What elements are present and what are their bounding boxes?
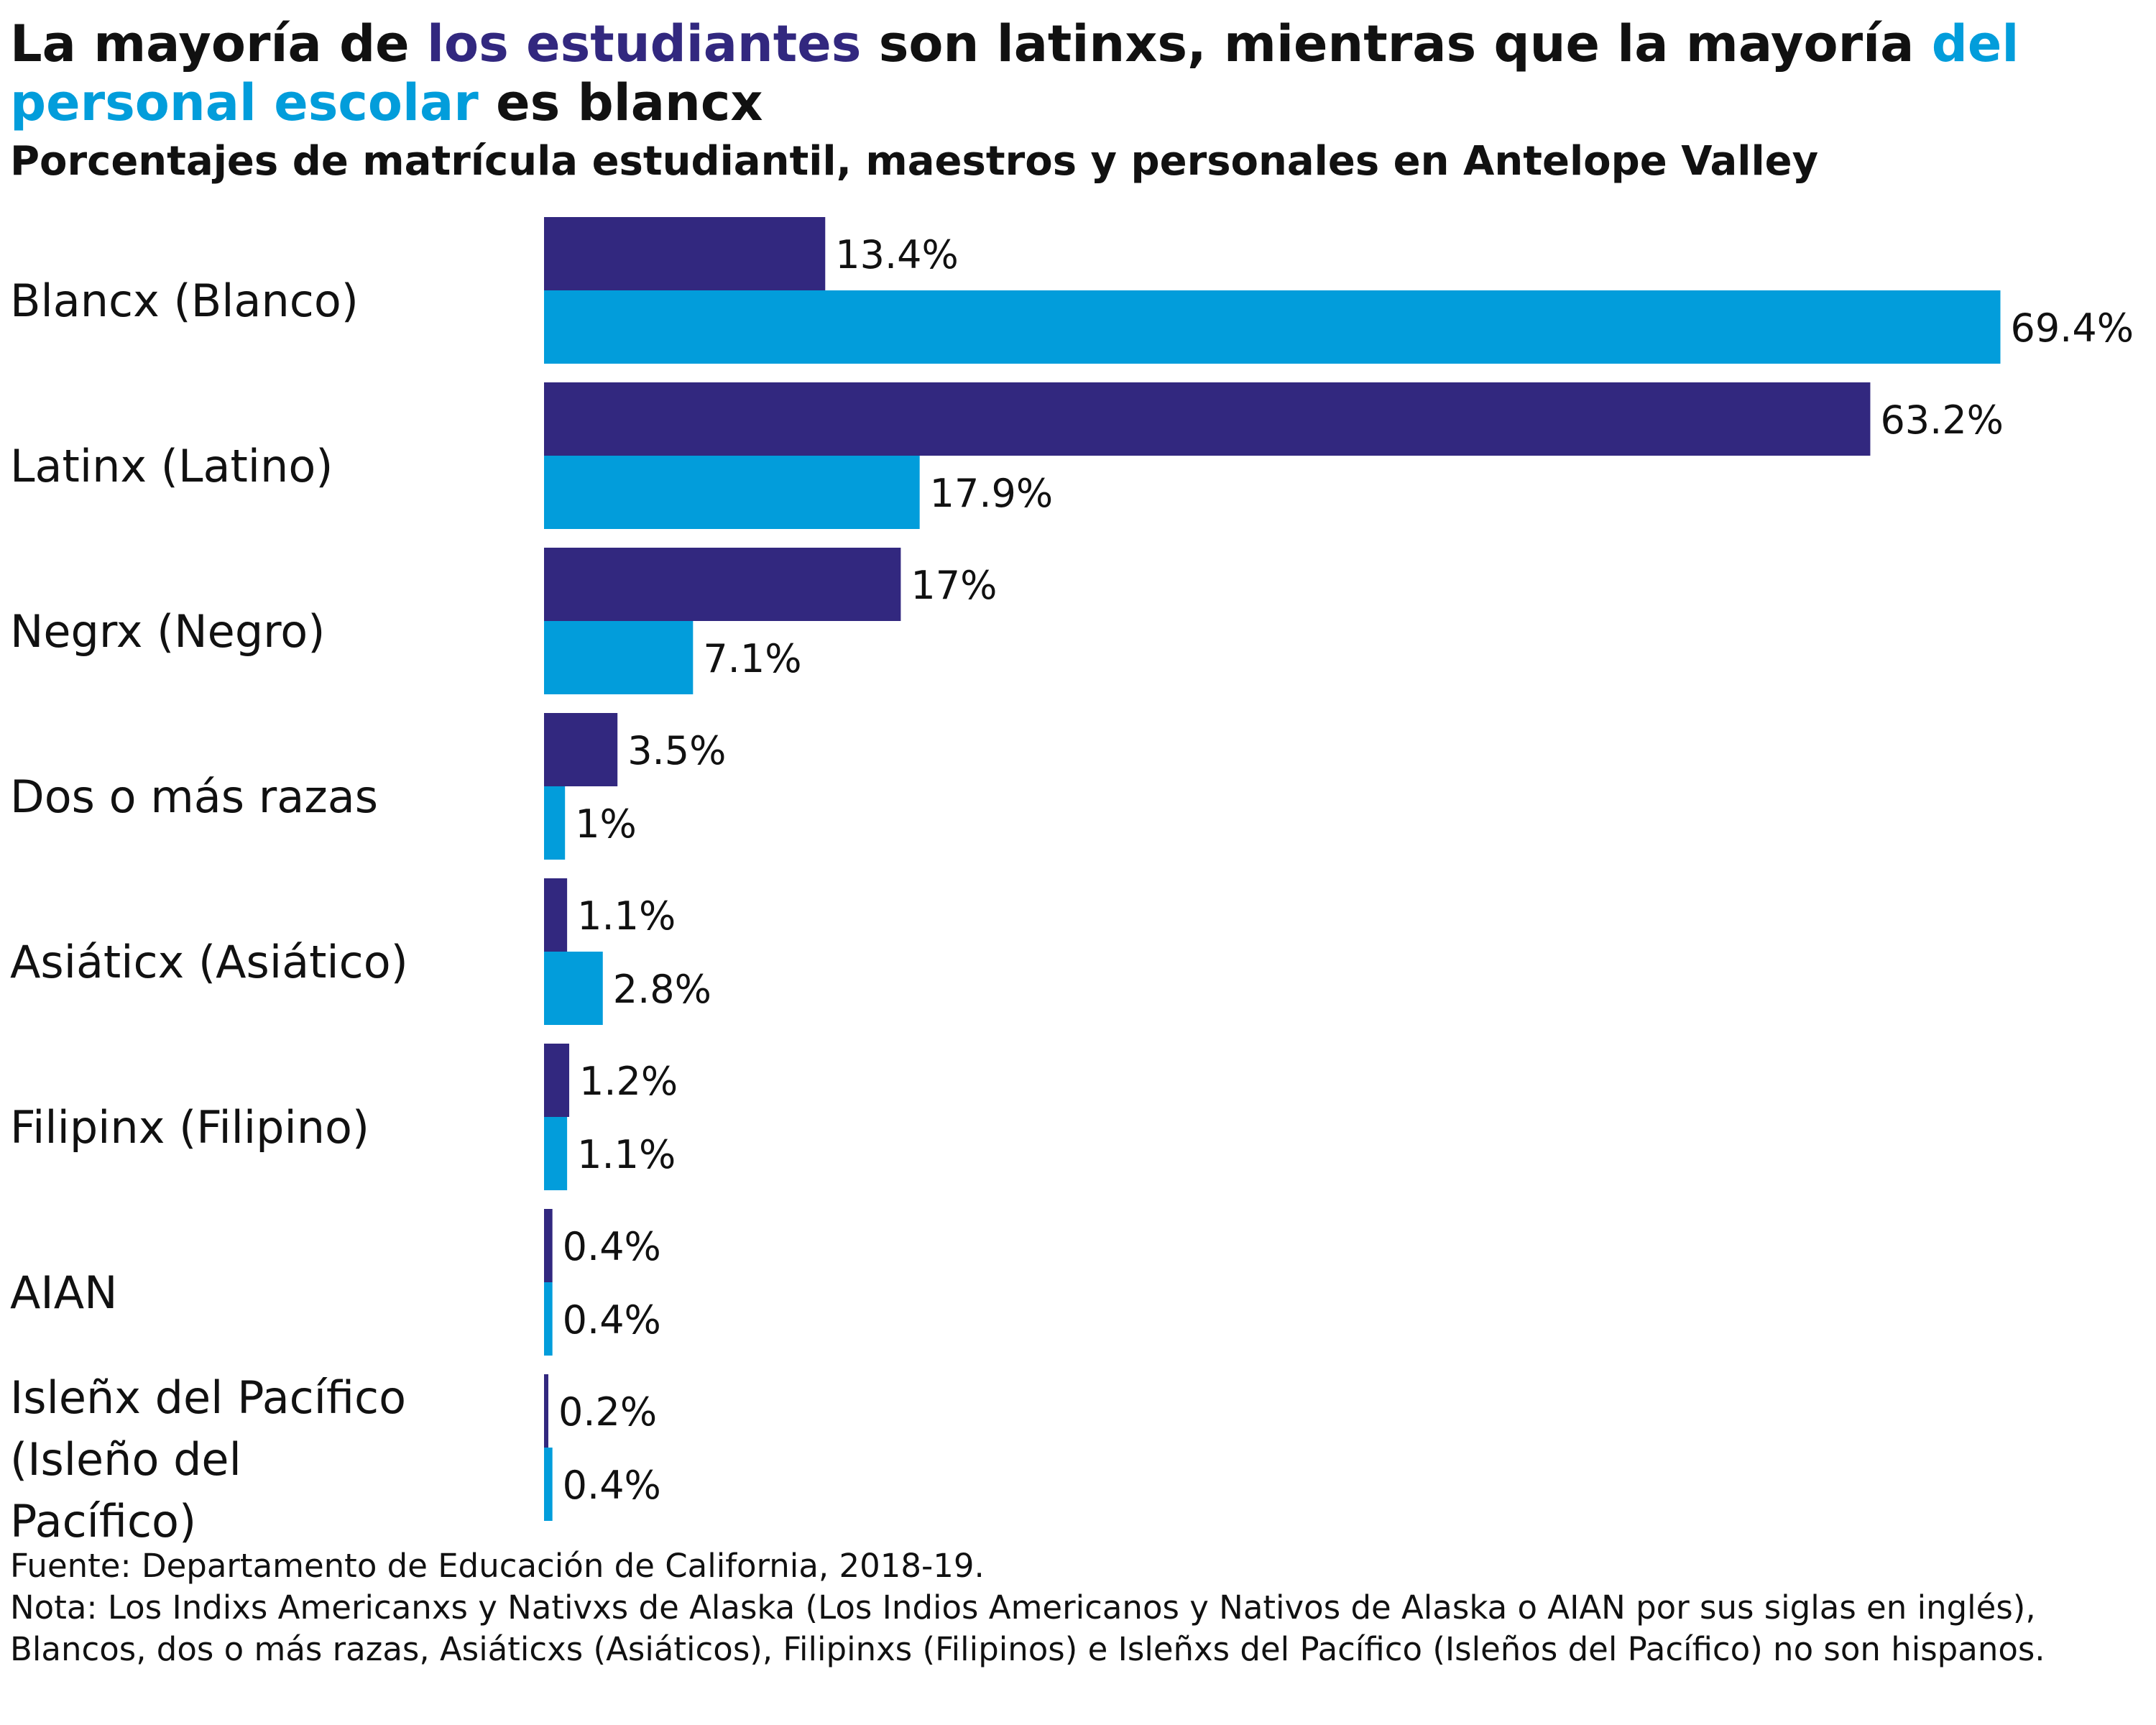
data-label-staff: 0.4% (563, 1297, 661, 1343)
category-label: Dos o más razas (10, 770, 378, 823)
data-label-students: 1.1% (577, 893, 676, 939)
bar-staff (544, 952, 603, 1025)
data-label-staff: 0.4% (563, 1463, 661, 1508)
bar-students (544, 1209, 553, 1282)
bar-staff (544, 456, 920, 529)
title-highlight-students: los estudiantes (427, 14, 862, 73)
source-note: Fuente: Departamento de Educación de Cal… (10, 1547, 985, 1585)
data-label-students: 13.4% (835, 232, 959, 277)
bar-students (544, 1044, 570, 1117)
bar-staff (544, 290, 2001, 364)
category-label: Negrx (Negro) (10, 605, 325, 658)
bar-students (544, 217, 826, 290)
bar-staff (544, 786, 566, 860)
bar-staff (544, 1117, 568, 1190)
data-label-students: 63.2% (1880, 397, 2004, 443)
bar-staff (544, 1282, 553, 1356)
bar-students (544, 1374, 548, 1448)
data-label-students: 3.5% (627, 728, 726, 773)
data-label-staff: 17.9% (930, 471, 1054, 516)
bar-students (544, 548, 901, 621)
explanatory-note: Nota: Los Indixs Americanxs y Nativxs de… (10, 1588, 2046, 1668)
bar-staff (544, 1448, 553, 1521)
bar-students (544, 713, 618, 786)
chart-subtitle: Porcentajes de matrícula estudiantil, ma… (10, 138, 1819, 185)
bar-students (544, 382, 1871, 456)
data-label-staff: 1.1% (577, 1132, 676, 1177)
category-label: (Isleño del (10, 1433, 241, 1486)
footnotes: Fuente: Departamento de Educación de Cal… (10, 1545, 2137, 1670)
category-label: Latinx (Latino) (10, 440, 333, 492)
category-label: Pacífico) (10, 1495, 196, 1547)
title-part-1: La mayoría de (10, 14, 428, 73)
category-label: Asiáticx (Asiático) (10, 936, 408, 988)
data-label-staff: 69.4% (2010, 305, 2134, 351)
data-label-students: 0.4% (563, 1224, 661, 1269)
title-part-3: son latinxs, mientras que la mayoría (861, 14, 1932, 73)
title-part-5: es blancx (478, 73, 763, 132)
data-label-students: 17% (911, 563, 997, 608)
bar-staff (544, 621, 694, 694)
data-label-staff: 7.1% (703, 636, 801, 681)
data-label-staff: 2.8% (613, 967, 711, 1012)
bar-students (544, 878, 568, 952)
category-label: Filipinx (Filipino) (10, 1101, 369, 1154)
category-label: Isleñx del Pacífico (10, 1371, 406, 1424)
category-label: AIAN (10, 1266, 118, 1319)
chart-title: La mayoría de los estudiantes son latinx… (10, 14, 2137, 132)
data-label-staff: 1% (575, 801, 637, 847)
category-label: Blancx (Blanco) (10, 275, 359, 327)
data-label-students: 0.2% (558, 1389, 657, 1435)
title-highlight-staff: del personal escolar (10, 14, 2019, 132)
data-label-students: 1.2% (579, 1059, 678, 1104)
